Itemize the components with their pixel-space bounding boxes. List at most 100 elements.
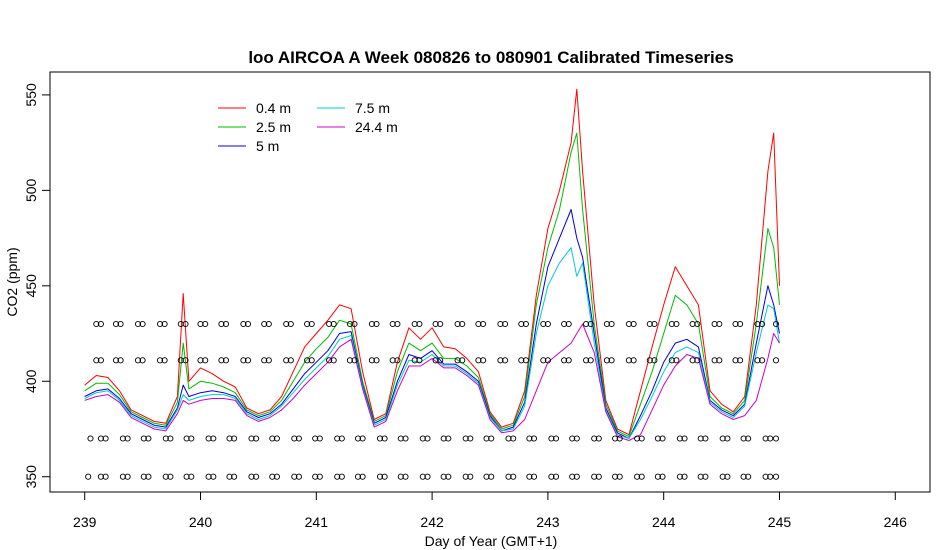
marker-point [595, 435, 602, 442]
x-axis: 239 240 241 242 243 244 245 246 [73, 491, 907, 530]
marker-point [140, 473, 147, 480]
marker-point [646, 320, 653, 328]
marker-point [502, 357, 509, 364]
marker-point [583, 357, 590, 364]
marker-point [205, 435, 212, 442]
marker-point [646, 357, 653, 364]
marker-point [112, 357, 120, 364]
y-tick-label: 350 [23, 465, 39, 489]
marker-point [87, 435, 94, 442]
marker-point [167, 435, 174, 442]
marker-point [544, 357, 551, 364]
marker-point [261, 320, 268, 328]
x-tick-label: 239 [73, 514, 97, 530]
marker-point [526, 473, 533, 480]
marker-point [724, 435, 731, 442]
marker-point [139, 320, 146, 328]
marker-point [226, 435, 233, 442]
marker-point [161, 320, 168, 328]
marker-point [93, 357, 100, 364]
marker-point [462, 473, 469, 480]
marker-point [261, 357, 268, 364]
marker-point [202, 357, 209, 364]
y-tick-label: 400 [23, 369, 39, 393]
marker-point [373, 320, 380, 328]
series-line-0-4-m [84, 88, 780, 436]
marker-point [462, 435, 469, 442]
marker-point [681, 473, 688, 480]
marker-point [119, 435, 126, 442]
marker-point [719, 435, 726, 442]
marker-point [612, 435, 619, 442]
marker-point [416, 320, 423, 328]
marker-point [737, 320, 744, 328]
marker-point [697, 435, 704, 442]
marker-point [625, 357, 632, 364]
marker-point [548, 435, 555, 442]
marker-point [265, 320, 272, 328]
marker-point [145, 473, 152, 480]
marker-point [389, 357, 396, 364]
marker-point [673, 357, 680, 364]
marker-point [326, 320, 333, 328]
marker-point [467, 435, 474, 442]
marker-point [505, 473, 512, 480]
marker-point [587, 320, 594, 328]
marker-point [124, 435, 131, 442]
marker-point [518, 357, 525, 364]
marker-point [754, 320, 761, 328]
marker-point [161, 357, 168, 364]
marker-point [732, 357, 739, 364]
marker-point [483, 435, 490, 442]
marker-point [638, 473, 645, 480]
marker-point [561, 320, 568, 328]
marker-point [265, 357, 272, 364]
marker-point [432, 357, 439, 364]
marker-point [231, 473, 238, 480]
marker-point [346, 320, 353, 328]
marker-point [654, 473, 661, 480]
marker-point [102, 435, 109, 442]
marker-point [716, 357, 723, 364]
marker-layer [85, 320, 780, 480]
marker-point [210, 435, 217, 442]
marker-point [202, 320, 209, 328]
marker-point [338, 435, 345, 442]
marker-point [354, 473, 362, 480]
marker-point [573, 435, 580, 442]
marker-point [638, 435, 645, 442]
marker-point [569, 473, 576, 480]
marker-point [711, 357, 718, 364]
marker-point [459, 357, 466, 364]
marker-point [397, 473, 404, 480]
marker-point [659, 473, 666, 480]
marker-point [424, 473, 431, 480]
marker-point [248, 473, 255, 480]
x-tick-label: 240 [189, 514, 213, 530]
marker-point [177, 320, 184, 328]
marker-point [654, 435, 661, 442]
marker-point [334, 435, 341, 442]
marker-point [419, 435, 426, 442]
marker-point [440, 473, 447, 480]
marker-point [759, 320, 766, 328]
marker-point [659, 435, 666, 442]
marker-point [608, 320, 615, 328]
marker-point [772, 357, 780, 364]
marker-point [745, 473, 752, 480]
marker-point [569, 435, 576, 442]
marker-point [540, 357, 547, 364]
chart-title: loo AIRCOA A Week 080826 to 080901 Calib… [248, 48, 733, 67]
marker-point [394, 320, 401, 328]
marker-point [269, 435, 276, 442]
marker-point [273, 435, 280, 442]
marker-point [97, 357, 104, 364]
marker-point [759, 357, 766, 364]
marker-point [459, 320, 466, 328]
marker-point [724, 473, 731, 480]
marker-point [402, 435, 409, 442]
marker-point [711, 320, 718, 328]
marker-point [269, 473, 276, 480]
marker-point [359, 473, 366, 480]
legend-label: 24.4 m [355, 119, 398, 135]
